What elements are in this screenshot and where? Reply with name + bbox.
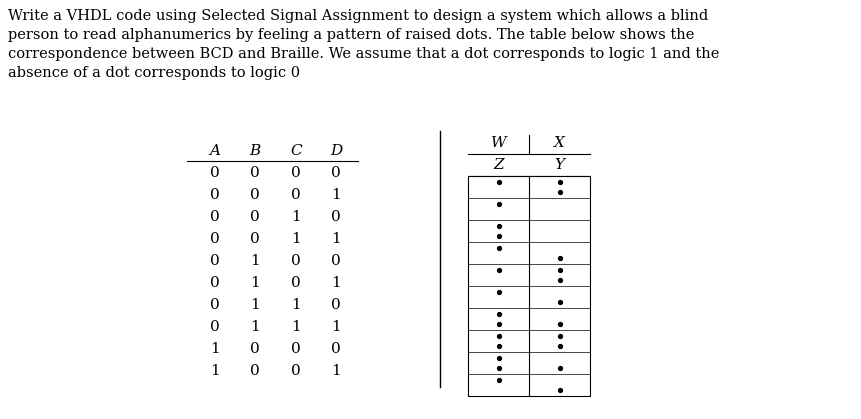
Text: 0: 0 — [210, 320, 220, 334]
Text: 1: 1 — [210, 342, 220, 356]
Text: 1: 1 — [210, 364, 220, 378]
Text: 0: 0 — [251, 188, 260, 202]
Text: W: W — [491, 136, 506, 150]
Text: B: B — [250, 144, 261, 158]
Text: 0: 0 — [291, 342, 300, 356]
Text: Z: Z — [493, 158, 504, 172]
Text: 0: 0 — [251, 364, 260, 378]
Text: 0: 0 — [331, 254, 341, 268]
Text: 0: 0 — [251, 166, 260, 180]
Text: D: D — [330, 144, 342, 158]
Text: 0: 0 — [291, 166, 300, 180]
Text: X: X — [554, 136, 565, 150]
Text: 0: 0 — [210, 254, 220, 268]
Text: Y: Y — [554, 158, 565, 172]
Bar — [468, 176, 590, 396]
Text: 1: 1 — [331, 232, 341, 246]
Text: 0: 0 — [331, 298, 341, 312]
Text: 1: 1 — [251, 254, 260, 268]
Text: 1: 1 — [251, 276, 260, 290]
Text: 1: 1 — [251, 298, 260, 312]
Text: 0: 0 — [210, 298, 220, 312]
Text: 0: 0 — [210, 276, 220, 290]
Text: 0: 0 — [210, 166, 220, 180]
Text: 1: 1 — [331, 276, 341, 290]
Text: 1: 1 — [291, 210, 300, 224]
Text: 0: 0 — [291, 254, 300, 268]
Text: 0: 0 — [210, 232, 220, 246]
Text: 0: 0 — [210, 188, 220, 202]
Text: 0: 0 — [251, 210, 260, 224]
Text: 1: 1 — [331, 188, 341, 202]
Text: A: A — [209, 144, 220, 158]
Text: 0: 0 — [291, 188, 300, 202]
Text: 0: 0 — [331, 166, 341, 180]
Text: 1: 1 — [251, 320, 260, 334]
Text: Write a VHDL code using Selected Signal Assignment to design a system which allo: Write a VHDL code using Selected Signal … — [8, 9, 720, 80]
Text: 1: 1 — [331, 364, 341, 378]
Text: 0: 0 — [331, 342, 341, 356]
Text: 1: 1 — [331, 320, 341, 334]
Text: 0: 0 — [331, 210, 341, 224]
Text: 1: 1 — [291, 320, 300, 334]
Text: 0: 0 — [291, 364, 300, 378]
Text: 0: 0 — [251, 342, 260, 356]
Text: 1: 1 — [291, 232, 300, 246]
Text: 0: 0 — [210, 210, 220, 224]
Text: 1: 1 — [291, 298, 300, 312]
Text: 0: 0 — [291, 276, 300, 290]
Text: C: C — [290, 144, 302, 158]
Text: 0: 0 — [251, 232, 260, 246]
